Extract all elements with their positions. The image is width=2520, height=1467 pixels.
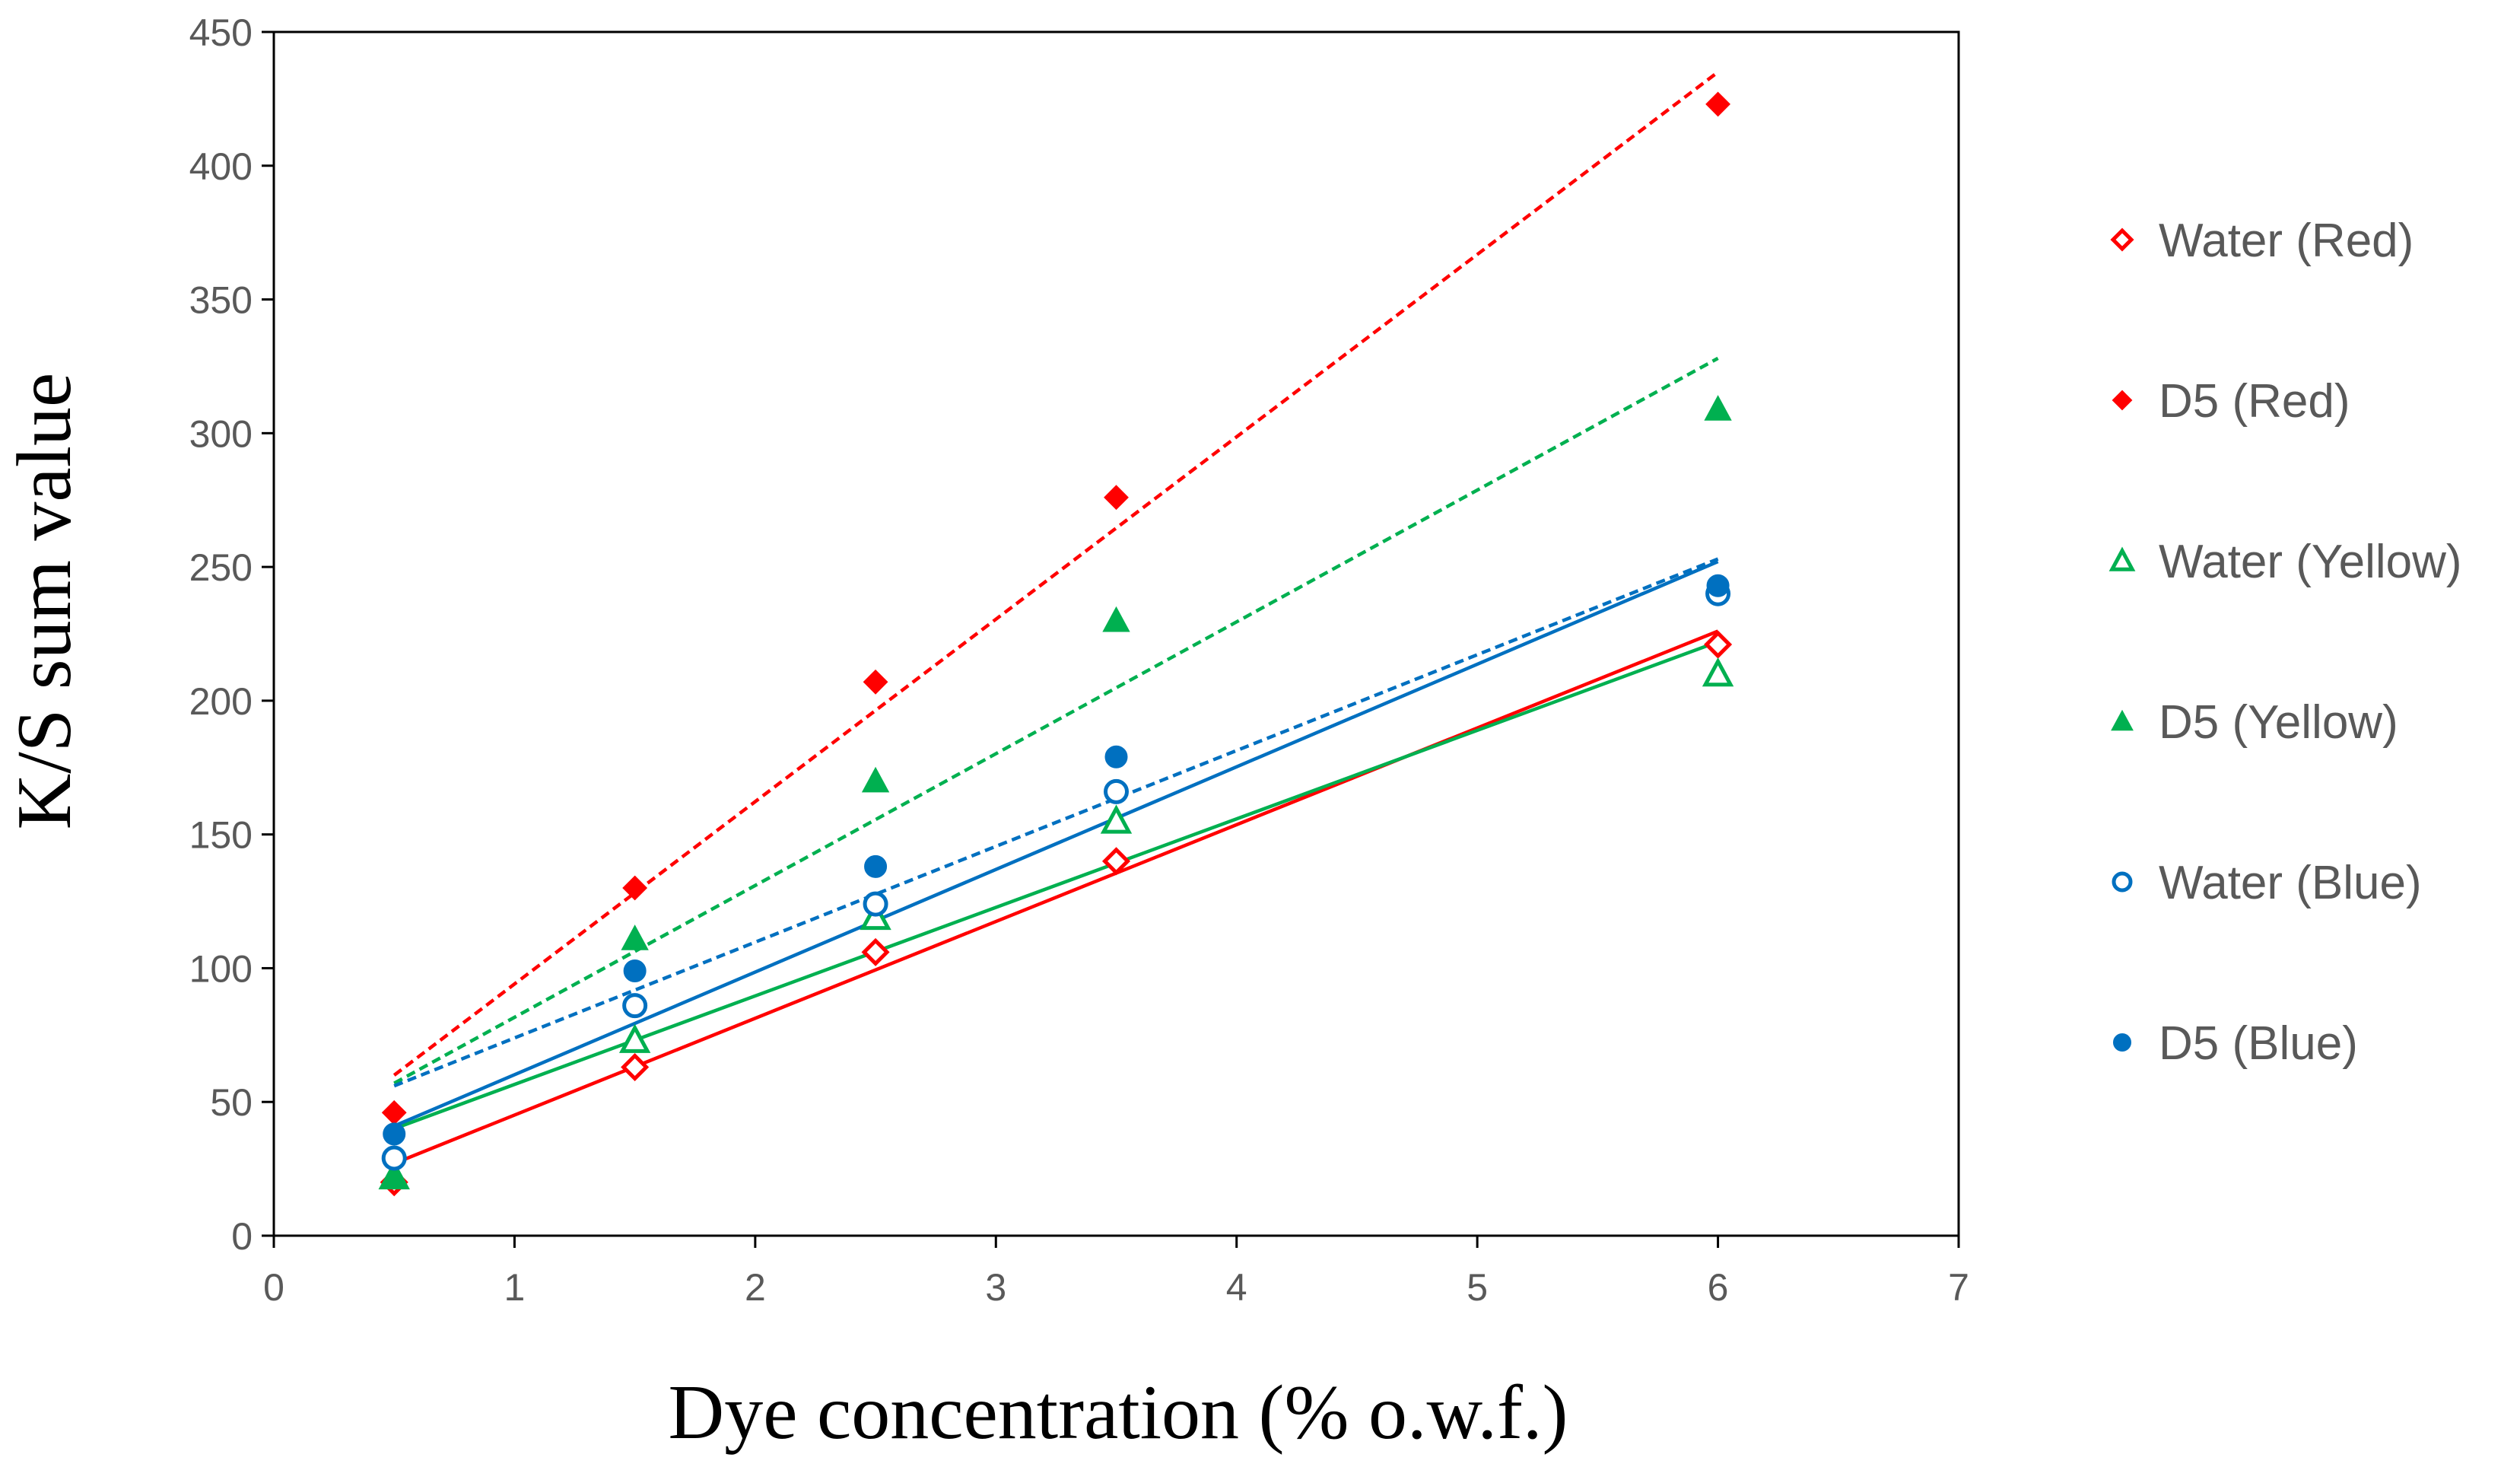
x-tick-label: 1 (504, 1266, 526, 1309)
point-water-red (1101, 847, 1131, 876)
point-d5-yellow (1704, 395, 1732, 421)
legend-marker-d5-blue (2113, 1033, 2131, 1052)
x-tick-label: 0 (263, 1266, 284, 1309)
x-tick-label: 7 (1948, 1266, 1969, 1309)
legend-marker-water-yellow (2108, 546, 2136, 571)
point-water-yellow (1100, 804, 1133, 834)
point-d5-blue (864, 854, 888, 878)
trendline-water-yellow (393, 640, 1719, 1131)
x-tick-label: 6 (1708, 1266, 1729, 1309)
y-tick-label: 200 (189, 680, 253, 723)
y-tick-label: 300 (189, 412, 253, 455)
point-d5-red (622, 875, 648, 901)
point-water-red (861, 937, 890, 966)
point-d5-blue (383, 1122, 406, 1146)
point-water-blue (1104, 778, 1129, 804)
x-tick-label: 2 (745, 1266, 766, 1309)
point-water-blue (622, 993, 648, 1019)
point-water-yellow (1702, 657, 1734, 687)
y-tick-label: 0 (231, 1215, 253, 1258)
legend-marker-d5-yellow (2111, 709, 2134, 731)
point-d5-blue (623, 959, 647, 982)
data-markers (378, 91, 1734, 1197)
point-water-red (621, 1052, 650, 1082)
x-axis-title: Dye concentration (% o.w.f.) (669, 1370, 1568, 1456)
point-d5-red (1104, 485, 1129, 511)
y-tick-label: 50 (210, 1081, 253, 1124)
point-water-red (1704, 630, 1733, 659)
y-tick-label: 150 (189, 814, 253, 857)
legend-marker-water-red (2110, 228, 2134, 252)
point-d5-red (1705, 91, 1730, 117)
point-d5-red (381, 1099, 407, 1125)
point-d5-yellow (1102, 606, 1130, 632)
legend-label-water-red: Water (Red) (2159, 215, 2414, 267)
legend-label-d5-blue: D5 (Blue) (2159, 1017, 2358, 1070)
trendline-d5-red (392, 70, 1719, 1077)
point-water-blue (863, 891, 888, 917)
y-tick-label: 400 (189, 145, 253, 188)
x-tick-label: 3 (985, 1266, 1006, 1309)
y-tick-label: 350 (189, 279, 253, 322)
legend-marker-d5-red (2112, 390, 2133, 411)
axis-ticks: 0 1 2 3 4 5 6 7 0 50 100 150 200 250 300 350 400 450 (189, 11, 1969, 1309)
point-d5-red (863, 669, 888, 695)
y-tick-label: 450 (189, 11, 253, 54)
y-axis-title: K/S sum value (2, 373, 87, 830)
legend-label-d5-yellow: D5 (Yellow) (2159, 696, 2398, 749)
trendline-water-blue (393, 557, 1719, 1088)
legend-label-water-blue: Water (Blue) (2159, 857, 2422, 909)
legend-label-d5-red: D5 (Red) (2159, 375, 2350, 428)
trendlines (392, 70, 1719, 1166)
plot-area (272, 30, 1960, 1237)
y-tick-label: 100 (189, 947, 253, 990)
point-d5-blue (1104, 745, 1128, 769)
point-d5-yellow (380, 1163, 408, 1189)
trendline-water-red (393, 629, 1719, 1166)
point-d5-blue (1706, 574, 1730, 597)
trendline-d5-yellow (393, 356, 1719, 1085)
point-water-yellow (618, 1023, 651, 1053)
legend: Water (Red) D5 (Red) Water (Yellow) D5 (Yel… (2108, 215, 2462, 1070)
legend-label-water-yellow: Water (Yellow) (2159, 536, 2462, 588)
point-d5-yellow (621, 924, 649, 950)
x-tick-label: 4 (1226, 1266, 1247, 1309)
trendline-d5-blue (393, 560, 1719, 1128)
point-water-blue (381, 1145, 407, 1171)
y-tick-label: 250 (189, 546, 253, 589)
x-tick-label: 5 (1467, 1266, 1488, 1309)
point-d5-yellow (861, 766, 890, 793)
plot-border (272, 30, 1960, 1237)
legend-marker-water-blue (2112, 871, 2133, 893)
